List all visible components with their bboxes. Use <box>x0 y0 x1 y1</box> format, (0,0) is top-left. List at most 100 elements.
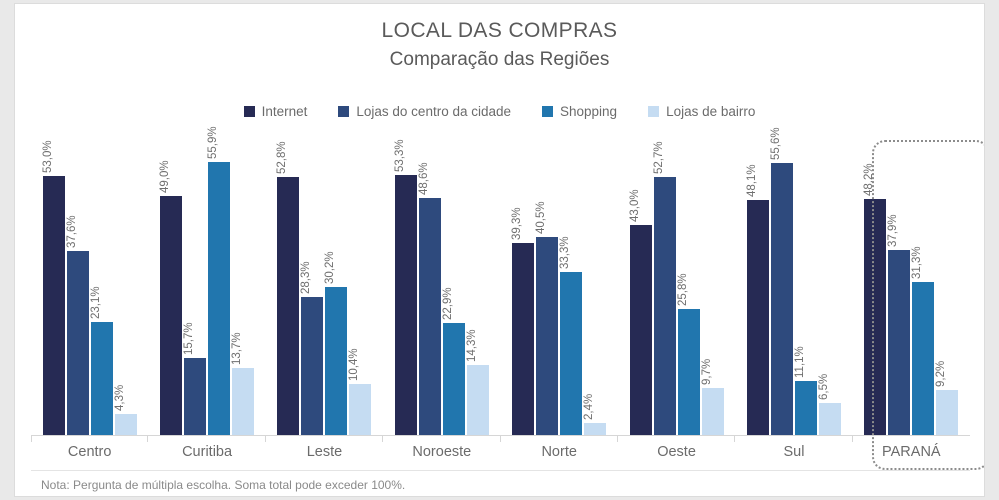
bar-value-label: 33,3% <box>559 236 572 270</box>
axis-tick <box>266 435 384 442</box>
axis-tick <box>853 435 970 442</box>
bar[interactable]: 6,5% <box>818 374 841 435</box>
bar[interactable]: 2,4% <box>583 394 607 435</box>
bar-slot: 2,4% <box>583 132 607 435</box>
legend-item-1[interactable]: Lojas do centro da cidade <box>338 104 511 119</box>
bar[interactable]: 23,1% <box>90 287 113 435</box>
legend-swatch-icon <box>243 106 255 117</box>
bar-value-label: 52,7% <box>652 141 665 175</box>
bar[interactable]: 52,8% <box>276 141 300 435</box>
bar[interactable]: 13,7% <box>231 332 255 435</box>
bar[interactable]: 43,0% <box>629 189 652 435</box>
axis-tick <box>148 435 267 442</box>
bar[interactable]: 30,2% <box>324 252 348 435</box>
bar[interactable]: 25,8% <box>677 273 700 435</box>
bar-slot: 37,9% <box>887 132 911 435</box>
bar-value-label: 10,4% <box>348 348 361 382</box>
slide-canvas: LOCAL DAS COMPRAS Comparação das Regiões… <box>14 3 985 497</box>
bar[interactable]: 55,9% <box>207 126 231 435</box>
bar-slot: 22,9% <box>442 132 465 435</box>
bar-slot: 33,3% <box>559 132 583 435</box>
bar-slot: 55,9% <box>207 126 231 435</box>
x-axis-line <box>31 435 970 436</box>
bar-slot: 6,5% <box>818 132 841 435</box>
bar[interactable]: 11,1% <box>794 346 817 435</box>
bar-group: 48,2% 37,9% 31,3% 9,2% <box>853 132 970 435</box>
bar-value-label: 37,9% <box>887 214 900 247</box>
category-label-curitiba: Curitiba <box>182 444 233 460</box>
bar[interactable]: 55,6% <box>770 128 793 435</box>
bar-slot: 48,1% <box>746 132 769 435</box>
bar-value-label: 9,2% <box>935 360 948 388</box>
bar[interactable]: 31,3% <box>911 246 935 435</box>
bar-slot: 53,3% <box>394 132 417 435</box>
legend-label: Shopping <box>560 104 618 119</box>
bar-value-label: 13,7% <box>231 332 244 366</box>
bar-value-label: 48,6% <box>417 161 430 195</box>
legend-item-3[interactable]: Lojas de bairro <box>648 104 755 119</box>
bar[interactable]: 53,0% <box>42 140 65 435</box>
bar-value-label: 11,1% <box>793 346 806 378</box>
legend-label: Internet <box>261 104 308 119</box>
bar-group: 49,0% 15,7% 55,9% 13,7% <box>148 126 265 435</box>
bar-slot: 25,8% <box>677 132 700 435</box>
bar-slot: 15,7% <box>183 132 207 435</box>
bar-group: 39,3% 40,5% 33,3% 2,4% <box>501 132 618 435</box>
bar[interactable]: 48,1% <box>746 164 769 435</box>
category-label-paraná: PARANÁ <box>882 444 941 460</box>
bar[interactable]: 28,3% <box>300 261 324 435</box>
bar-slot: 52,7% <box>653 132 676 435</box>
bar-value-label: 55,6% <box>769 127 782 161</box>
bar[interactable]: 14,3% <box>466 330 489 435</box>
axis-tick <box>31 435 149 442</box>
bar[interactable]: 49,0% <box>159 160 183 435</box>
bar[interactable]: 22,9% <box>442 287 465 435</box>
bar-slot: 4,3% <box>114 132 137 435</box>
footnote-separator <box>31 470 970 471</box>
bar[interactable]: 53,3% <box>394 139 417 435</box>
bar-slot: 10,4% <box>348 132 372 435</box>
bar-slot: 40,5% <box>535 132 559 435</box>
bar-value-label: 22,9% <box>441 287 454 321</box>
category-label-norte: Norte <box>541 444 577 460</box>
legend-swatch-icon <box>542 106 554 117</box>
title-block: LOCAL DAS COMPRAS Comparação das Regiões <box>15 18 984 73</box>
x-axis-category-labels: Centro Curitiba Leste Noroeste Norte Oeste Sul… <box>31 444 970 460</box>
bar-value-label: 31,3% <box>911 246 924 280</box>
bar[interactable]: 48,2% <box>863 164 887 435</box>
bar[interactable]: 39,3% <box>511 207 535 435</box>
bar-slot: 13,7% <box>231 132 255 435</box>
bar-value-label: 53,0% <box>41 140 54 173</box>
axis-tick <box>501 435 619 442</box>
bar[interactable]: 37,6% <box>66 216 89 435</box>
bar-slot: 37,6% <box>66 132 89 435</box>
bar-value-label: 37,6% <box>65 215 78 249</box>
bar-value-label: 14,3% <box>465 329 478 363</box>
bar-value-label: 6,5% <box>817 374 830 401</box>
bar-value-label: 48,2% <box>863 163 876 197</box>
bar-slot: 28,3% <box>300 132 324 435</box>
bar[interactable]: 40,5% <box>535 201 559 435</box>
bar[interactable]: 10,4% <box>348 349 372 435</box>
bar-value-label: 15,7% <box>183 322 196 356</box>
bar[interactable]: 15,7% <box>183 323 207 435</box>
bar-value-label: 40,5% <box>535 201 548 235</box>
bar-value-label: 23,1% <box>89 286 102 320</box>
bar-value-label: 25,8% <box>676 273 689 306</box>
bar-group: 48,1% 55,6% 11,1% 6,5% <box>735 128 852 435</box>
bar[interactable]: 9,7% <box>701 358 724 435</box>
bar[interactable]: 9,2% <box>935 361 959 435</box>
bar[interactable]: 48,6% <box>418 162 441 435</box>
bar[interactable]: 4,3% <box>114 385 137 435</box>
legend-item-2[interactable]: Shopping <box>542 104 617 119</box>
bar-slot: 11,1% <box>794 132 817 435</box>
bar[interactable]: 37,9% <box>887 214 911 435</box>
legend-label: Lojas de bairro <box>666 104 756 119</box>
bar[interactable]: 52,7% <box>653 142 676 435</box>
bar[interactable]: 33,3% <box>559 237 583 435</box>
legend-item-0[interactable]: Internet <box>243 104 308 119</box>
category-label-noroeste: Noroeste <box>412 444 472 460</box>
bar-slot: 55,6% <box>770 128 793 435</box>
bar-value-label: 55,9% <box>207 126 220 159</box>
axis-tick <box>618 435 736 442</box>
